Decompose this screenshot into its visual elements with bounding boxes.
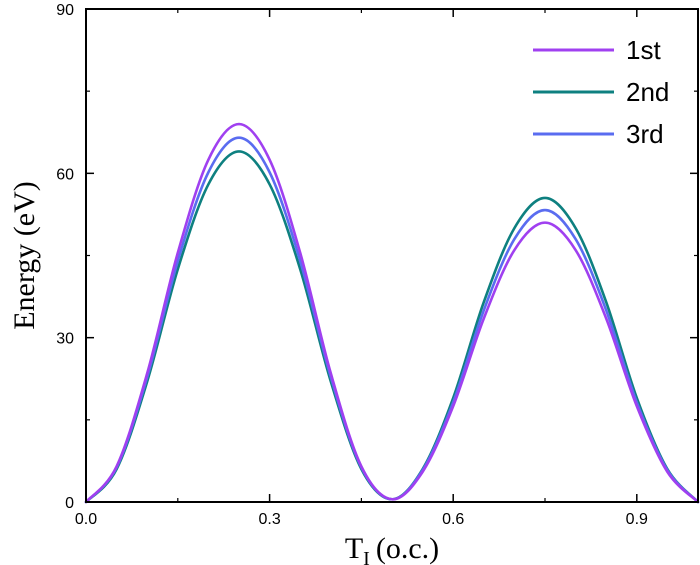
y-axis-title: Energy (eV) (8, 181, 41, 330)
series-layer (84, 122, 700, 504)
y-tick-label: 60 (56, 166, 74, 183)
legend-label-1st: 1st (626, 35, 661, 65)
x-axis-title-main: T (345, 532, 363, 565)
x-tick-label: 0.3 (258, 511, 280, 528)
series-line-1st (84, 122, 700, 504)
x-tick-label: 0.9 (626, 511, 648, 528)
y-tick-label: 30 (56, 331, 74, 348)
x-axis-title-subscript: I (363, 548, 370, 565)
x-axis-title-unit: (o.c.) (376, 532, 439, 565)
y-tick-label: 90 (56, 2, 74, 19)
x-tick-label: 0.6 (442, 511, 464, 528)
y-tick-label: 0 (65, 495, 74, 512)
ticks-layer: 0.0 0.3 0.6 0.9 0 30 60 90 (56, 2, 698, 528)
x-axis-title: TI (o.c.) (345, 532, 439, 565)
legend: 1st 2nd 3rd (533, 35, 669, 149)
x-tick-label: 0.0 (75, 511, 97, 528)
legend-label-2nd: 2nd (626, 77, 669, 107)
legend-label-3rd: 3rd (626, 119, 664, 149)
